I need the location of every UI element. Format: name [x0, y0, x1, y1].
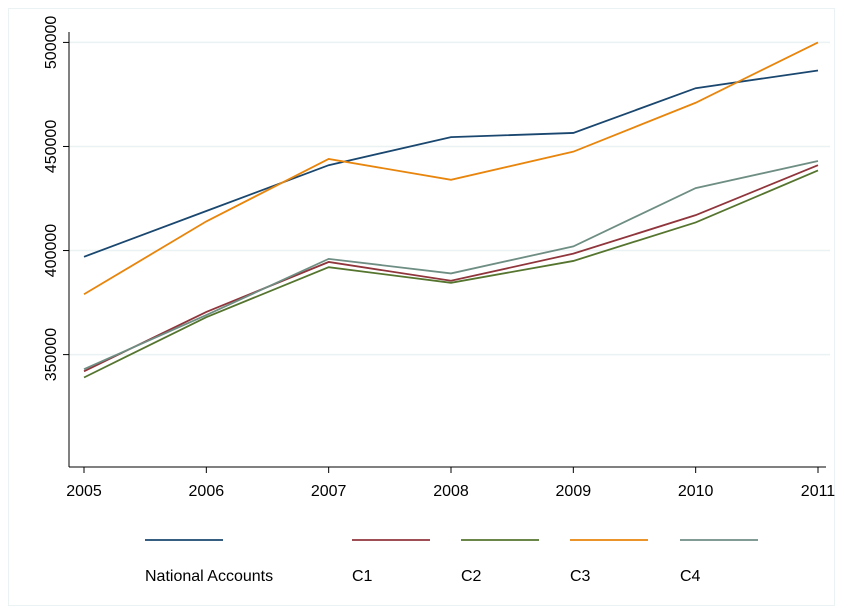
x-tick-label: 2011 [801, 483, 836, 500]
x-tick-label: 2005 [66, 483, 102, 500]
x-tick-label: 2008 [433, 483, 469, 500]
series-line [83, 160, 819, 371]
y-tick-label: 500000 [43, 16, 60, 69]
series-line [83, 164, 819, 373]
legend-label: C4 [680, 568, 701, 585]
legend-label: C1 [352, 568, 373, 585]
series-line [83, 41, 819, 296]
x-tick-label: 2006 [189, 483, 225, 500]
series-line [83, 69, 819, 258]
x-tick-label: 2007 [311, 483, 347, 500]
chart-frame [8, 8, 835, 606]
y-tick-label: 400000 [43, 224, 60, 277]
x-tick-label: 2010 [678, 483, 714, 500]
y-tick-label: 450000 [43, 120, 60, 173]
legend-label: C3 [570, 568, 591, 585]
series-line [83, 169, 819, 379]
legend-label: National Accounts [145, 568, 273, 585]
x-tick-label: 2009 [556, 483, 592, 500]
y-tick-label: 350000 [43, 328, 60, 381]
legend-label: C2 [461, 568, 482, 585]
